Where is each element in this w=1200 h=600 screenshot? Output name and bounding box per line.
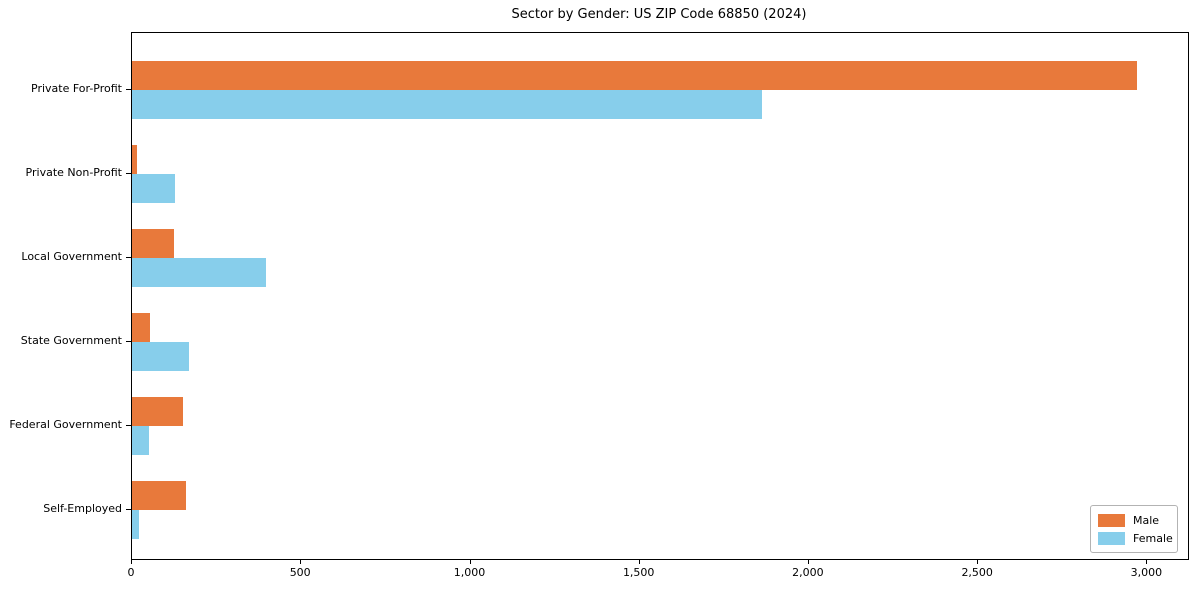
bar-male-private-for-profit <box>132 61 1138 90</box>
plot-area <box>131 32 1189 560</box>
legend-item-male: Male <box>1098 513 1177 527</box>
y-tick-mark <box>126 89 131 90</box>
bar-female-local-government <box>132 258 266 287</box>
y-tick-mark <box>126 509 131 510</box>
legend-swatch-male-icon <box>1098 513 1125 527</box>
x-tick-mark <box>469 559 471 564</box>
y-tick-mark <box>126 173 131 174</box>
bar-male-private-non-profit <box>132 145 138 174</box>
bar-female-private-for-profit <box>132 90 762 119</box>
bar-female-federal-government <box>132 426 150 455</box>
legend: Male Female <box>1090 505 1178 553</box>
bar-male-federal-government <box>132 397 184 426</box>
bar-female-self-employed <box>132 510 140 539</box>
x-tick-label-1000: 1,000 <box>453 566 486 579</box>
legend-item-female: Female <box>1098 531 1177 545</box>
y-tick-label-self-employed: Self-Employed <box>43 502 122 515</box>
x-tick-mark <box>1146 559 1148 564</box>
legend-label-female: Female <box>1133 531 1173 545</box>
x-tick-mark <box>638 559 640 564</box>
y-tick-label-private-for-profit: Private For-Profit <box>31 82 122 95</box>
y-tick-mark <box>126 341 131 342</box>
x-tick-label-500: 500 <box>289 566 311 579</box>
x-tick-label-1500: 1,500 <box>622 566 655 579</box>
y-tick-label-state-government: State Government <box>20 334 122 347</box>
y-tick-label-local-government: Local Government <box>21 250 122 263</box>
y-tick-label-federal-government: Federal Government <box>9 418 122 431</box>
x-tick-mark <box>807 559 809 564</box>
x-tick-mark <box>131 559 132 564</box>
y-tick-mark <box>126 425 131 426</box>
x-tick-label-2000: 2,000 <box>792 566 824 579</box>
chart-title: Sector by Gender: US ZIP Code 68850 (202… <box>511 7 807 22</box>
y-tick-label-private-non-profit: Private Non-Profit <box>25 166 122 179</box>
x-tick-mark <box>977 559 979 564</box>
x-tick-label-3000: 3,000 <box>1130 566 1163 579</box>
bar-male-local-government <box>132 229 174 258</box>
x-tick-label-0: 0 <box>127 566 135 579</box>
x-tick-label-2500: 2,500 <box>961 566 993 579</box>
bar-male-state-government <box>132 313 150 342</box>
bar-female-private-non-profit <box>132 174 175 203</box>
bar-female-state-government <box>132 342 189 371</box>
legend-swatch-female-icon <box>1098 531 1125 545</box>
y-tick-mark <box>126 257 131 258</box>
legend-label-male: Male <box>1133 513 1160 527</box>
bar-male-self-employed <box>132 481 187 510</box>
x-tick-mark <box>300 559 302 564</box>
